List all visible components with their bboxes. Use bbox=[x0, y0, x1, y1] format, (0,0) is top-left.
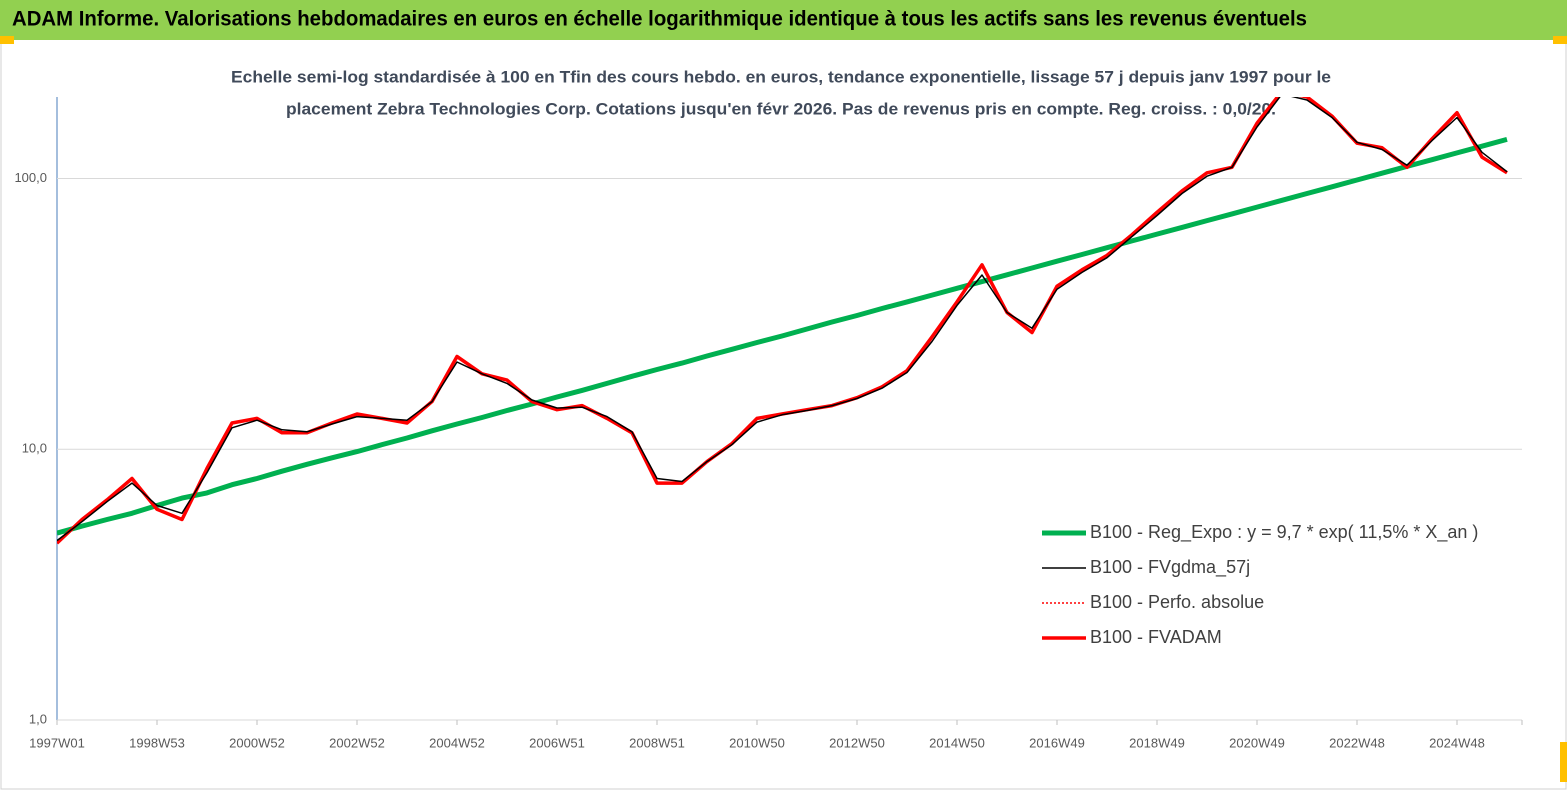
header-title: ADAM Informe. Valorisations hebdomadaire… bbox=[12, 8, 1307, 31]
corner bbox=[1560, 742, 1567, 782]
x-tick-label: 2006W51 bbox=[529, 735, 585, 750]
series-line bbox=[57, 97, 1508, 545]
x-tick-label: 2012W50 bbox=[829, 735, 885, 750]
x-tick-label: 2022W48 bbox=[1329, 735, 1385, 750]
legend-label: B100 - FVgdma_57j bbox=[1090, 557, 1250, 578]
series-line bbox=[57, 136, 1508, 536]
x-tick-label: 2008W51 bbox=[629, 735, 685, 750]
x-tick-label: 2020W49 bbox=[1229, 735, 1285, 750]
x-tick-label: 1998W53 bbox=[129, 735, 185, 750]
x-tick-label: 2000W52 bbox=[229, 735, 285, 750]
subtitle: placement Zebra Technologies Corp. Cotat… bbox=[286, 99, 1276, 118]
corner bbox=[1553, 36, 1567, 44]
legend-label: B100 - FVADAM bbox=[1090, 627, 1222, 647]
subtitle: Echelle semi-log standardisée à 100 en T… bbox=[231, 67, 1331, 86]
y-tick-label: 1,0 bbox=[29, 711, 47, 726]
x-tick-label: 2014W50 bbox=[929, 735, 985, 750]
legend-label: B100 - Perfo. absolue bbox=[1090, 592, 1264, 612]
corner bbox=[0, 36, 14, 44]
x-tick-label: 2004W52 bbox=[429, 735, 485, 750]
plot-area bbox=[57, 97, 1508, 545]
y-tick-label: 100,0 bbox=[14, 170, 47, 185]
y-tick-label: 10,0 bbox=[22, 441, 47, 456]
series-line bbox=[57, 97, 1508, 542]
x-tick-label: 2018W49 bbox=[1129, 735, 1185, 750]
header-bar bbox=[0, 0, 1567, 40]
x-tick-label: 2024W48 bbox=[1429, 735, 1485, 750]
x-tick-label: 2016W49 bbox=[1029, 735, 1085, 750]
legend-label: B100 - Reg_Expo : y = 9,7 * exp( 11,5% *… bbox=[1090, 522, 1478, 543]
x-tick-label: 1997W01 bbox=[29, 735, 85, 750]
x-tick-label: 2002W52 bbox=[329, 735, 385, 750]
x-tick-label: 2010W50 bbox=[729, 735, 785, 750]
